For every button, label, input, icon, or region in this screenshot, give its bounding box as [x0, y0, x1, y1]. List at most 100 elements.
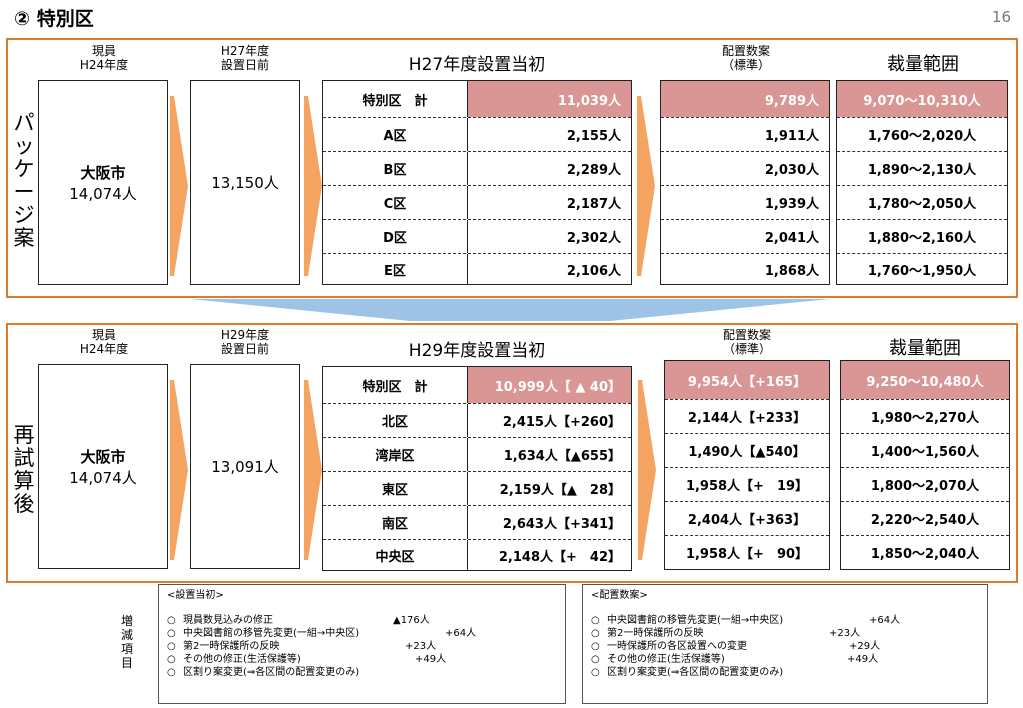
notes-setup-heading: <設置当初> — [167, 590, 224, 601]
range-cell: 9,250〜10,480人 — [841, 361, 1009, 399]
package-city-box: 大阪市 14,074人 — [38, 80, 168, 285]
package-range-table: 9,070〜10,310人 1,760〜2,020人 1,890〜2,130人 … — [836, 80, 1008, 285]
notes-alloc-box: <配置数案> ○ 中央図書館の移管先変更(一組→中央区) +64人 ○ 第2一時保護所… — [582, 584, 988, 704]
row-name: E区 — [323, 254, 468, 285]
package-setup-table: 特別区 計 11,039人 A区 2,155人 B区 2,289人 C区 2,1… — [322, 80, 632, 285]
recalc-range-head: 裁量範囲 — [889, 338, 961, 359]
table-row: C区 2,187人 — [323, 185, 631, 219]
row-name: C区 — [323, 186, 468, 219]
table-row: E区 2,106人 — [323, 253, 631, 285]
recalc-city-count: 14,074人 — [69, 468, 137, 487]
row-setup: 2,289人 — [566, 163, 621, 178]
range-cell: 1,880〜2,160人 — [837, 219, 1007, 253]
row-setup: 2,302人 — [566, 231, 621, 246]
row-setup: 11,039人 — [468, 81, 631, 117]
range-cell: 1,890〜2,130人 — [837, 151, 1007, 185]
recalc-setup-head: H29年度設置当初 — [408, 341, 546, 361]
row-setup: 2,187人 — [566, 197, 621, 212]
list-item: ○ 一時保護所の各区設置への変更 +29人 — [591, 641, 881, 652]
row-setup: 2,159人【▲ 28】 — [499, 483, 621, 498]
alloc-cell: 1,868人 — [661, 253, 829, 285]
table-row: B区 2,289人 — [323, 151, 631, 185]
range-cell: 1,800〜2,070人 — [841, 467, 1009, 501]
alloc-cell: 2,404人【+363】 — [665, 501, 829, 535]
recalc-arrow-2 — [304, 380, 322, 560]
table-row: 特別区 計 10,999人【 ▲ 40】 — [323, 367, 631, 403]
recalc-arrow-1 — [170, 380, 188, 560]
recalc-pre-box: 13,091人 — [190, 364, 300, 569]
list-item: ○ 第2一時保護所の反映 +23人 — [591, 628, 861, 639]
row-name: 南区 — [323, 506, 468, 539]
table-row: 湾岸区 1,634人【▲655】 — [323, 437, 631, 471]
list-item: ○ 第2一時保護所の反映 +23人 — [167, 641, 437, 652]
package-col-current-head: 現員 H24年度 — [79, 44, 129, 72]
row-setup: 1,634人【▲655】 — [503, 449, 621, 464]
recalc-arrow-3 — [638, 380, 656, 560]
table-row: A区 2,155人 — [323, 117, 631, 151]
row-name: 特別区 計 — [323, 367, 468, 403]
row-name: 北区 — [323, 404, 468, 437]
recalc-city-name: 大阪市 — [80, 447, 126, 466]
row-setup: 2,155人 — [566, 129, 621, 144]
page-number: 16 — [991, 8, 1011, 26]
row-name: 特別区 計 — [323, 81, 468, 117]
row-name: B区 — [323, 152, 468, 185]
alloc-cell: 1,911人 — [661, 117, 829, 151]
alloc-cell: 2,041人 — [661, 219, 829, 253]
transition-band — [190, 299, 830, 321]
recalc-alloc-table: 9,954人【+165】 2,144人【+233】 1,490人【▲540】 1… — [664, 360, 830, 570]
package-city-name: 大阪市 — [80, 163, 126, 182]
row-name: 湾岸区 — [323, 438, 468, 471]
row-setup: 2,148人【+ 42】 — [498, 550, 621, 565]
range-cell: 1,780〜2,050人 — [837, 185, 1007, 219]
table-row: D区 2,302人 — [323, 219, 631, 253]
package-setup-head: H27年度設置当初 — [408, 55, 546, 75]
range-cell: 9,070〜10,310人 — [837, 81, 1007, 117]
notes-setup-box: <設置当初> ○ 現員数見込みの修正 ▲176人 ○ 中央図書館の移管先変更(一組→中… — [158, 584, 566, 704]
list-item: ○ 中央図書館の移管先変更(一組→中央区) +64人 — [167, 628, 477, 639]
alloc-cell: 1,939人 — [661, 185, 829, 219]
range-cell: 1,850〜2,040人 — [841, 535, 1009, 569]
package-side-label: パッケージ案 — [13, 111, 35, 250]
row-setup: 2,106人 — [566, 264, 621, 279]
alloc-cell: 1,958人【+ 90】 — [665, 535, 829, 569]
table-row: 中央区 2,148人【+ 42】 — [323, 539, 631, 571]
recalc-city-box: 大阪市 14,074人 — [38, 364, 168, 569]
package-pre-count: 13,150人 — [211, 174, 279, 192]
table-row: 北区 2,415人【+260】 — [323, 403, 631, 437]
range-cell: 1,400〜1,560人 — [841, 433, 1009, 467]
recalc-col-current-head: 現員 H24年度 — [79, 328, 129, 356]
recalc-alloc-head: 配置数案 （標準） — [722, 328, 771, 356]
list-item: ○ 中央図書館の移管先変更(一組→中央区) +64人 — [591, 615, 901, 626]
alloc-cell: 1,490人【▲540】 — [665, 433, 829, 467]
recalc-pre-count: 13,091人 — [211, 458, 279, 476]
row-name: 中央区 — [323, 540, 468, 571]
row-setup: 10,999人【 ▲ 40】 — [468, 367, 631, 403]
recalc-side-label: 再試算後 — [13, 423, 35, 516]
package-col-pre-head: H27年度 設置日前 — [220, 44, 270, 72]
list-item: ○ その他の修正(生活保護等) +49人 — [591, 654, 879, 665]
table-row: 特別区 計 11,039人 — [323, 81, 631, 117]
alloc-cell: 9,789人 — [661, 81, 829, 117]
row-name: D区 — [323, 220, 468, 253]
row-name: 東区 — [323, 472, 468, 505]
row-setup: 2,415人【+260】 — [502, 415, 621, 430]
notes-side-label: 増減項目 — [120, 614, 133, 670]
table-row: 東区 2,159人【▲ 28】 — [323, 471, 631, 505]
notes-alloc-heading: <配置数案> — [591, 590, 648, 601]
recalc-col-pre-head: H29年度 設置日前 — [220, 328, 270, 356]
package-arrow-3 — [637, 96, 655, 276]
range-cell: 1,760〜2,020人 — [837, 117, 1007, 151]
alloc-cell: 2,144人【+233】 — [665, 399, 829, 433]
page-title: ② 特別区 — [14, 8, 94, 30]
table-row: 南区 2,643人【+341】 — [323, 505, 631, 539]
range-cell: 1,760〜1,950人 — [837, 253, 1007, 285]
list-item: ○ 区割り案変更(⇒各区間の配置変更のみ) — [591, 667, 784, 678]
row-setup: 2,643人【+341】 — [502, 517, 621, 532]
list-item: ○ 区割り案変更(⇒各区間の配置変更のみ) — [167, 667, 360, 678]
package-pre-box: 13,150人 — [190, 80, 300, 285]
package-range-head: 裁量範囲 — [887, 54, 959, 75]
list-item: ○ 現員数見込みの修正 ▲176人 — [167, 615, 430, 626]
row-name: A区 — [323, 118, 468, 151]
alloc-cell: 9,954人【+165】 — [665, 361, 829, 399]
